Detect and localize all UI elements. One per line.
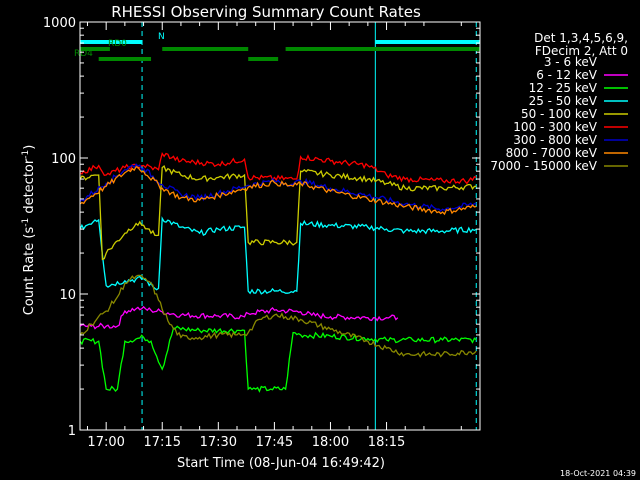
- legend-label-4: 50 - 100 keV: [521, 107, 598, 121]
- x-tick-label-5: 18:15: [368, 435, 405, 450]
- y-axis-label-end: ): [22, 145, 37, 150]
- y-axis-label-middle: detector: [22, 158, 37, 218]
- legend-label-5: 100 - 300 keV: [513, 120, 597, 134]
- y-tick-label-0: 1: [68, 424, 76, 439]
- detector-info-line-1: Det 1,3,4,5,6,9,: [534, 31, 628, 45]
- legend-label-6: 300 - 800 keV: [513, 133, 597, 147]
- series-line-5: [79, 151, 477, 185]
- legend-label-2: 12 - 25 keV: [529, 81, 598, 95]
- flag-rd0-label: RD0: [108, 39, 127, 49]
- y-tick-label-1: 10: [59, 288, 76, 303]
- x-tick-label-0: 17:00: [87, 435, 124, 450]
- y-tick-label-3: 1000: [43, 16, 76, 31]
- legend-label-8: 7000 - 15000 keV: [490, 159, 597, 173]
- legend-label-7: 800 - 7000 keV: [506, 146, 598, 160]
- flag-n-label: N: [158, 32, 165, 42]
- y-tick-label-2: 100: [51, 152, 76, 167]
- flag-rd4-label: RD4: [74, 49, 93, 59]
- y-axis-label: Count Rate (s-1 detector-1): [21, 145, 37, 316]
- chart-title: RHESSI Observing Summary Count Rates: [111, 3, 421, 21]
- x-axis-label: Start Time (08-Jun-04 16:49:42): [177, 456, 385, 471]
- series-line-6: [79, 163, 477, 212]
- y-axis-label-superscript-1: -1: [21, 218, 31, 227]
- series-lines: [79, 151, 477, 434]
- series-line-1: [79, 305, 399, 330]
- y-axis-label-main: Count Rate (s: [22, 227, 37, 316]
- legend-label-3: 25 - 50 keV: [529, 94, 598, 108]
- series-line-4: [79, 165, 477, 261]
- series-line-0: [79, 386, 477, 434]
- plot-frame: [79, 21, 481, 431]
- x-tick-label-2: 17:30: [200, 435, 237, 450]
- x-tick-label-3: 17:45: [256, 435, 293, 450]
- flag-bars: N RD0 RD4: [74, 32, 480, 61]
- legend-label-0: 3 - 6 keV: [544, 55, 598, 69]
- detector-info-line-2: FDecim 2, Att 0: [535, 44, 628, 58]
- generation-timestamp: 18-Oct-2021 04:39: [560, 469, 636, 478]
- plot-axes: 1 10 100 1000 17:00 17:15 17:30 17:45 18:00 18:15: [43, 16, 481, 450]
- y-axis-label-superscript-2: -1: [21, 150, 31, 159]
- series-line-8: [79, 274, 477, 358]
- series-line-7: [79, 166, 477, 216]
- series-line-2: [79, 325, 477, 393]
- legend-label-1: 6 - 12 keV: [536, 68, 598, 82]
- x-tick-label-1: 17:15: [144, 435, 181, 450]
- x-tick-label-4: 18:00: [312, 435, 349, 450]
